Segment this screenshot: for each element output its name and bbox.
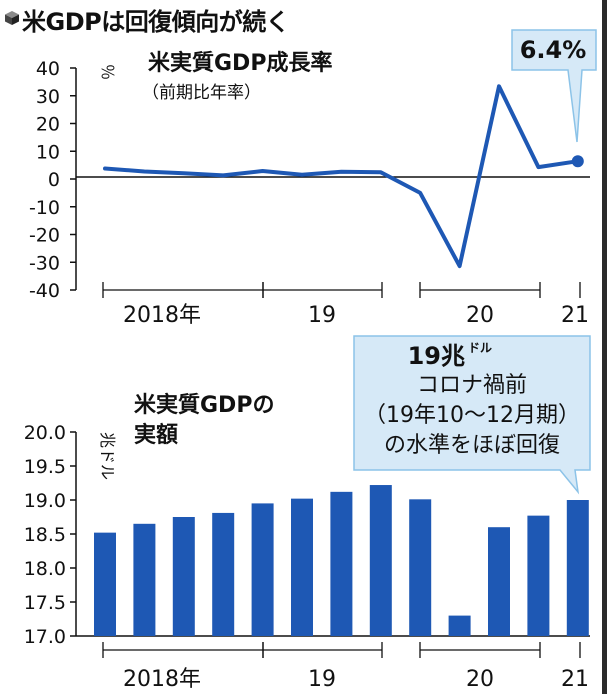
year-label: 21 — [561, 667, 589, 692]
bar-y-tick-label: 18.0 — [24, 558, 66, 580]
line-chart: 40 30 20 10 0 -10 -20 -30 -40 ％ 米実質GDP成長率 （前期比年率… — [29, 29, 597, 328]
edge-bar — [602, 0, 607, 694]
bar-callout-box — [353, 335, 591, 495]
bar-callout-line1: コロナ禍前 — [417, 373, 527, 398]
header-title: 米GDPは回復傾向が続く — [22, 8, 290, 36]
line-y-tick-label: 20 — [36, 114, 60, 136]
bar-y-tick-label: 19.5 — [24, 456, 66, 478]
header: 米GDPは回復傾向が続く — [0, 0, 600, 36]
bar — [448, 615, 471, 636]
bar-y-tick-label: 20.0 — [24, 422, 66, 444]
line-y-axis: 40 30 20 10 0 -10 -20 -30 -40 — [29, 58, 60, 302]
line-callout-text: 6.4% — [520, 36, 587, 64]
year-label: 2018年 — [123, 303, 201, 328]
bar — [330, 491, 353, 636]
bar-y-tick-label: 18.5 — [24, 524, 66, 546]
bar-callout-title: 19兆 — [408, 342, 465, 370]
bar-callout-unit: ドル — [468, 341, 492, 355]
line-y-tick-label: -20 — [29, 225, 60, 247]
year-label: 20 — [466, 303, 494, 328]
line-y-tick-label: -40 — [29, 280, 60, 302]
line-y-tick-label: 0 — [48, 169, 60, 191]
series-line-growth — [103, 84, 580, 269]
cube-icon — [5, 11, 19, 25]
bar — [527, 515, 550, 636]
line-x-axis-labels: 2018年 19 20 21 — [123, 303, 589, 328]
bar-unit-text: 兆ドル — [98, 432, 117, 480]
line-callout-box — [511, 29, 597, 143]
bar-x-axis-labels: 2018年 19 20 21 — [123, 667, 589, 692]
line-chart-subtitle: （前期比年率） — [142, 83, 261, 103]
line-unit-text: ％ — [98, 64, 117, 80]
year-label: 20 — [466, 667, 494, 692]
line-y-tick-marks — [70, 67, 76, 291]
bar — [251, 503, 274, 636]
bar — [566, 500, 589, 636]
bar-callout-line2: （19年10～12月期） — [364, 403, 580, 428]
bar — [94, 532, 116, 636]
year-label: 2018年 — [123, 667, 201, 692]
bar-callout-line3: の水準をほぼ回復 — [384, 433, 560, 458]
bar-chart: 20.0 19.5 19.0 18.5 18.0 17.5 17.0 兆ドル 米実質GDPの… — [24, 335, 591, 692]
bar-chart-title: 米実質GDPの — [134, 392, 274, 418]
line-y-tick-label: -30 — [29, 252, 60, 274]
bar-year-brackets — [102, 642, 581, 658]
year-label: 19 — [308, 667, 336, 692]
bar — [212, 512, 235, 636]
line-unit-label: ％ — [98, 64, 117, 80]
bar — [369, 485, 392, 636]
bar — [133, 523, 156, 636]
bar-series — [94, 485, 589, 636]
line-point — [571, 155, 584, 168]
line-chart-title: 米実質GDP成長率 — [148, 50, 332, 76]
bar-chart-title-2: 実額 — [134, 422, 178, 448]
bar — [172, 517, 195, 636]
line-callout: 6.4% — [511, 29, 597, 143]
year-label: 21 — [561, 303, 589, 328]
bar-y-tick-label: 17.5 — [24, 592, 66, 614]
bar — [409, 499, 432, 636]
bar-y-tick-label: 17.0 — [24, 626, 66, 648]
line-y-tick-label: 40 — [36, 58, 60, 80]
bar — [488, 527, 510, 636]
line-y-tick-label: -10 — [29, 197, 60, 219]
bar-y-axis: 20.0 19.5 19.0 18.5 18.0 17.5 17.0 — [24, 422, 66, 648]
bar-y-tick-label: 19.0 — [24, 490, 66, 512]
bar-y-tick-marks — [70, 431, 76, 637]
bar — [291, 498, 313, 636]
line-data-points — [104, 86, 584, 267]
year-label: 19 — [308, 303, 336, 328]
bar-callout: 19兆 ドル コロナ禍前 （19年10～12月期） の水準をほぼ回復 — [353, 335, 591, 495]
line-year-brackets — [102, 282, 581, 298]
line-y-tick-label: 10 — [36, 141, 60, 163]
line-y-tick-label: 30 — [36, 86, 60, 108]
